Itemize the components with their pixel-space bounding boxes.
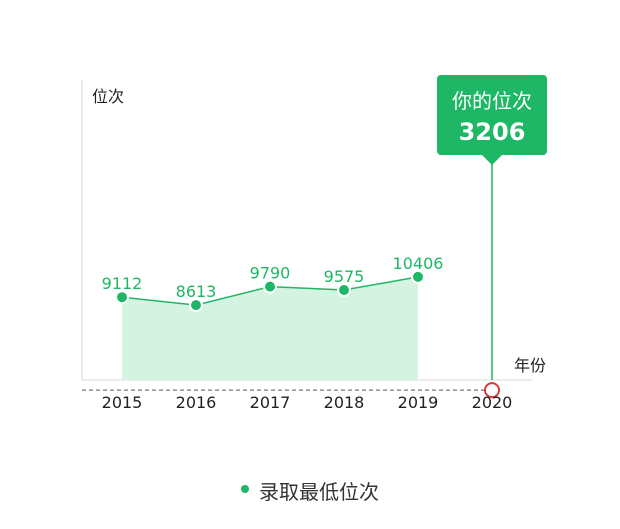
callout-value: 3206 [459, 118, 526, 146]
callout-label: 你的位次 [452, 89, 532, 113]
data-labels: 9112 8613 9790 9575 10406 [102, 254, 444, 301]
data-label-2019: 10406 [393, 254, 444, 273]
area-fill [122, 276, 418, 380]
data-label-2018: 9575 [324, 267, 365, 286]
y-axis-label: 位次 [92, 87, 124, 106]
callout-pointer [481, 154, 503, 165]
x-tick-2018: 2018 [324, 393, 365, 412]
legend: 录取最低位次 [0, 476, 620, 505]
data-points [115, 269, 500, 399]
x-tick-2016: 2016 [176, 393, 217, 412]
data-point-2019 [411, 269, 425, 284]
x-tick-2020: 2020 [472, 393, 513, 412]
x-axis-label: 年份 [514, 356, 546, 375]
callout-box [437, 75, 547, 155]
data-label-2017: 9790 [250, 264, 291, 283]
your-rank-marker [484, 382, 500, 399]
data-point-2018 [337, 283, 351, 297]
x-tick-2015: 2015 [102, 393, 143, 412]
series-area [122, 276, 418, 380]
legend-label: 录取最低位次 [259, 480, 379, 504]
data-point-2017 [263, 279, 277, 294]
data-point-2016 [189, 298, 203, 313]
reference-layer [82, 155, 493, 391]
data-point-2015 [115, 290, 129, 305]
your-rank-callout: 你的位次 3206 [437, 75, 547, 165]
x-tick-2017: 2017 [250, 393, 291, 412]
legend-dot-icon [241, 484, 249, 493]
data-label-2015: 9112 [102, 274, 143, 293]
x-tick-2019: 2019 [398, 393, 439, 412]
x-tick-labels: 2015 2016 2017 2018 2019 2020 [102, 393, 513, 412]
data-label-2016: 8613 [176, 282, 217, 301]
